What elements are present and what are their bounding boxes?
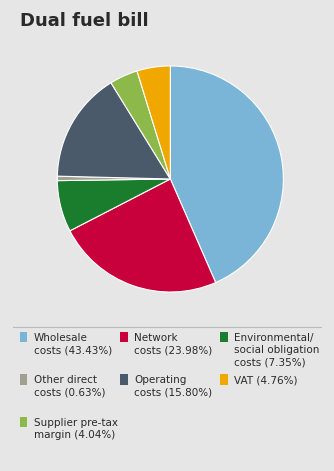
Wedge shape <box>170 66 283 283</box>
Wedge shape <box>137 66 170 179</box>
Text: Environmental/
social obligation
costs (7.35%): Environmental/ social obligation costs (… <box>234 333 320 368</box>
Wedge shape <box>70 179 216 292</box>
Text: Network
costs (23.98%): Network costs (23.98%) <box>134 333 212 356</box>
Wedge shape <box>57 83 170 179</box>
Text: Dual fuel bill: Dual fuel bill <box>20 12 149 30</box>
Wedge shape <box>111 71 170 179</box>
Wedge shape <box>57 179 170 231</box>
Text: Operating
costs (15.80%): Operating costs (15.80%) <box>134 375 212 398</box>
Text: Other direct
costs (0.63%): Other direct costs (0.63%) <box>34 375 106 398</box>
Text: Wholesale
costs (43.43%): Wholesale costs (43.43%) <box>34 333 112 356</box>
Text: VAT (4.76%): VAT (4.76%) <box>234 375 298 385</box>
Wedge shape <box>57 176 170 181</box>
Text: Supplier pre-tax
margin (4.04%): Supplier pre-tax margin (4.04%) <box>34 418 118 440</box>
